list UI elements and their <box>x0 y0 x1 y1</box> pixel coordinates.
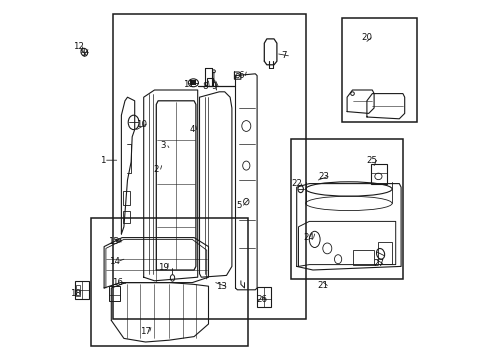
Text: 2: 2 <box>153 165 159 174</box>
Bar <box>341 18 416 122</box>
Text: 13: 13 <box>215 282 226 291</box>
Text: 14: 14 <box>109 256 120 265</box>
Text: 7: 7 <box>281 51 286 60</box>
Text: 6: 6 <box>238 71 243 80</box>
Bar <box>291 139 402 279</box>
Bar <box>91 218 247 346</box>
Text: 1: 1 <box>100 156 105 165</box>
Text: 15: 15 <box>108 237 119 246</box>
Text: 4: 4 <box>189 125 195 134</box>
Text: 27: 27 <box>372 259 383 268</box>
Bar <box>352 250 373 265</box>
Text: 23: 23 <box>318 172 328 181</box>
Text: 10: 10 <box>136 120 147 129</box>
Text: 17: 17 <box>140 327 151 336</box>
Bar <box>75 281 89 299</box>
Bar <box>377 242 391 264</box>
Bar <box>370 164 386 184</box>
Bar <box>257 287 270 307</box>
Text: 21: 21 <box>317 281 328 290</box>
Text: 9: 9 <box>211 82 216 91</box>
Text: 8: 8 <box>202 82 207 91</box>
Bar <box>123 211 129 223</box>
Text: 12: 12 <box>73 42 83 51</box>
Text: 18: 18 <box>70 289 81 298</box>
Text: 24: 24 <box>303 233 314 242</box>
Bar <box>206 78 213 86</box>
Text: 22: 22 <box>291 179 302 188</box>
Bar <box>190 80 196 85</box>
Text: 25: 25 <box>366 156 377 165</box>
Text: 26: 26 <box>256 295 267 304</box>
Text: 20: 20 <box>361 33 372 42</box>
Bar <box>76 285 80 296</box>
Bar <box>123 191 129 205</box>
Bar <box>109 286 120 301</box>
Text: 5: 5 <box>236 201 242 210</box>
Text: 11: 11 <box>183 80 194 89</box>
Text: 3: 3 <box>161 141 166 150</box>
Text: 16: 16 <box>112 278 123 287</box>
Bar <box>113 14 305 319</box>
Text: 19: 19 <box>158 263 168 271</box>
